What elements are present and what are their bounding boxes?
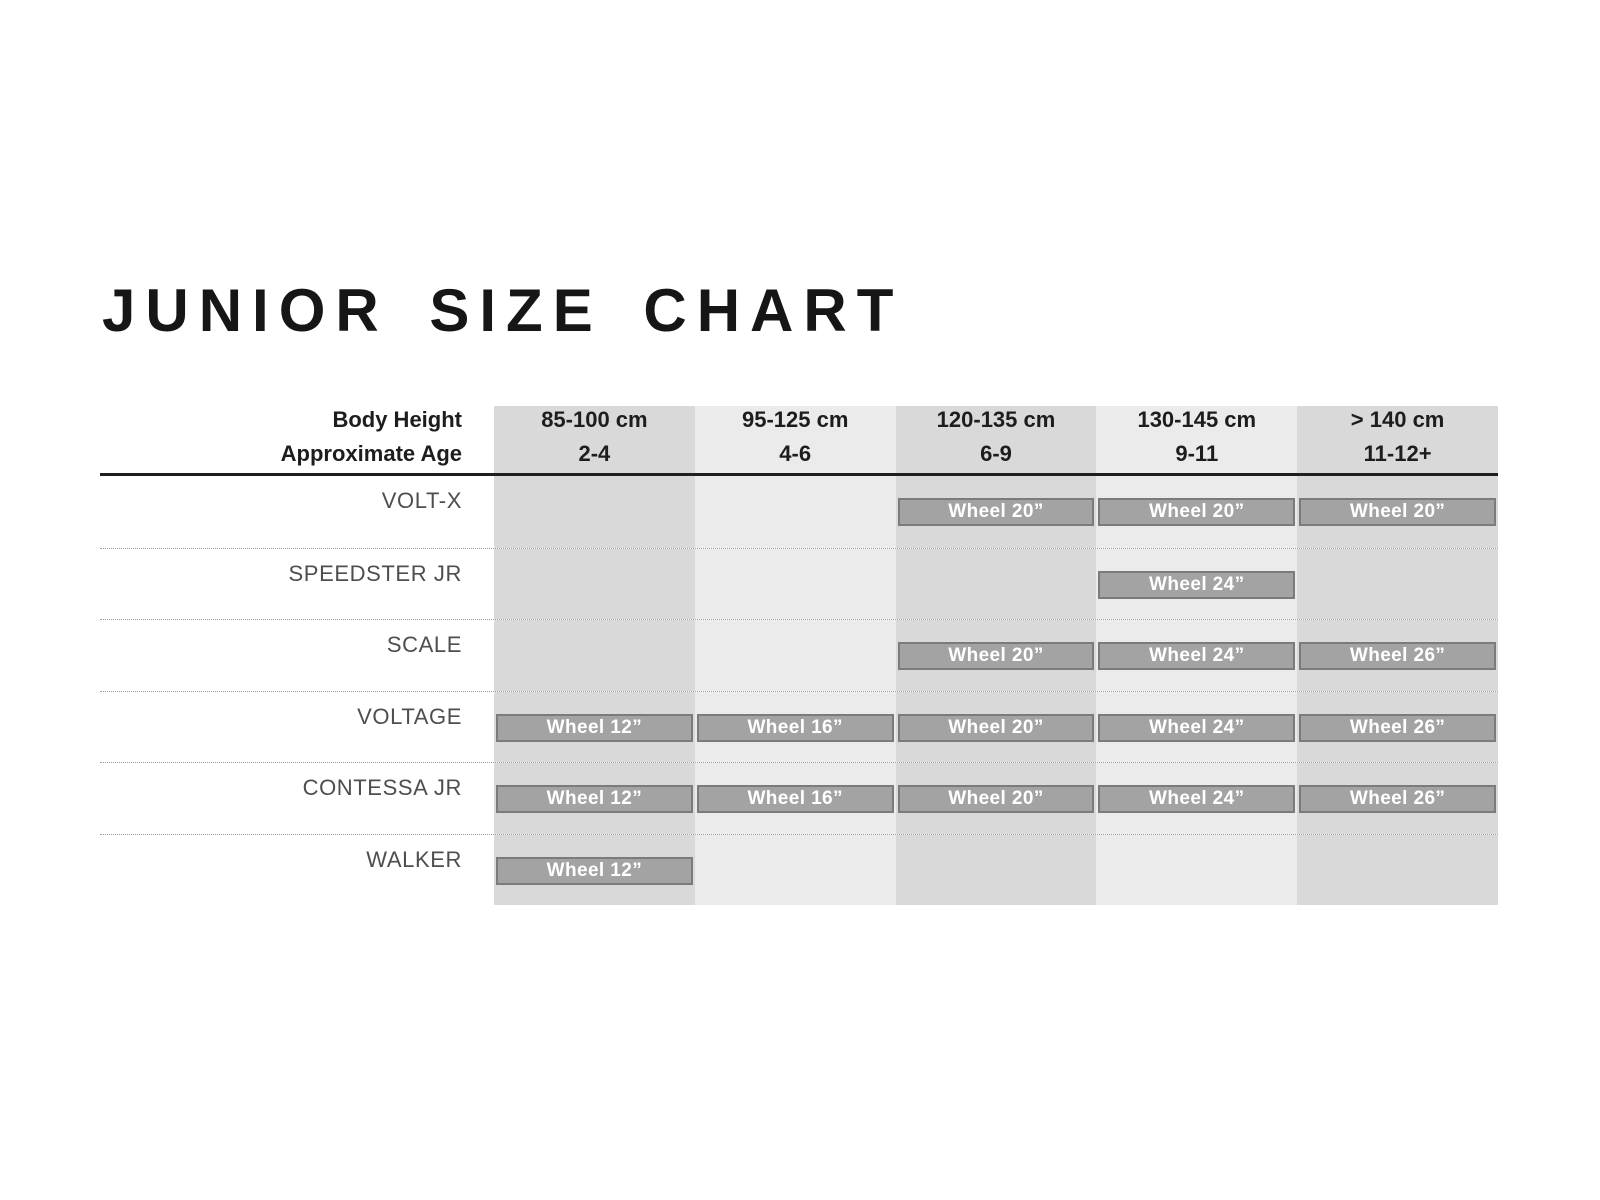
size-cell: Wheel 12” — [494, 763, 695, 834]
column-height-range: > 140 cm — [1350, 407, 1445, 432]
size-cell: Wheel 20” — [895, 620, 1097, 691]
model-label: SCALE — [100, 620, 494, 691]
approximate-age-label: Approximate Age — [280, 441, 462, 466]
column-age-range: 9-11 — [1175, 441, 1219, 466]
wheel-size-bar: Wheel 26” — [1299, 785, 1496, 813]
size-cell: Wheel 24” — [1096, 691, 1298, 762]
column-height-range: 95-125 cm — [741, 407, 849, 432]
size-cell: Wheel 16” — [694, 691, 896, 762]
size-cell: Wheel 20” — [895, 476, 1097, 548]
wheel-size-bar: Wheel 20” — [1299, 498, 1496, 526]
column-header-5: > 140 cm 11-12+ — [1297, 400, 1498, 473]
wheel-size-bar: Wheel 12” — [496, 713, 693, 742]
size-cell: Wheel 26” — [1297, 620, 1498, 691]
size-cell — [694, 834, 896, 905]
junior-size-table: Body Height Approximate Age 85-100 cm 2-4… — [100, 400, 1498, 905]
size-cell — [494, 548, 695, 619]
wheel-size-bar: Wheel 20” — [897, 785, 1095, 813]
wheel-size-bar: Wheel 24” — [1098, 713, 1296, 742]
size-cell: Wheel 12” — [494, 834, 695, 905]
wheel-size-bar: Wheel 12” — [496, 785, 693, 813]
model-row-walker: WALKER Wheel 12” — [100, 833, 1498, 905]
column-age-range: 2-4 — [578, 441, 611, 466]
header-left-labels: Body Height Approximate Age — [100, 400, 494, 473]
size-cell — [694, 620, 896, 691]
size-cell — [895, 548, 1097, 619]
size-cell: Wheel 24” — [1096, 620, 1298, 691]
body-height-label: Body Height — [332, 407, 462, 432]
column-height-range: 85-100 cm — [541, 407, 648, 432]
column-header-1: 85-100 cm 2-4 — [494, 400, 695, 473]
wheel-size-bar: Wheel 24” — [1098, 642, 1296, 670]
wheel-size-bar: Wheel 24” — [1098, 570, 1296, 599]
size-cell: Wheel 20” — [1096, 476, 1298, 548]
wheel-size-bar: Wheel 20” — [897, 642, 1095, 670]
model-row-volt-x: VOLT-X Wheel 20” Wheel 20” Wheel 20” — [100, 476, 1498, 548]
model-label: SPEEDSTER JR — [100, 548, 494, 619]
model-label: CONTESSA JR — [100, 763, 494, 834]
wheel-size-bar: Wheel 12” — [496, 856, 693, 885]
wheel-size-bar: Wheel 16” — [696, 785, 894, 813]
model-row-speedster-jr: SPEEDSTER JR Wheel 24” — [100, 547, 1498, 619]
model-row-scale: SCALE Wheel 20” Wheel 24” Wheel 26” — [100, 619, 1498, 691]
size-cell — [494, 476, 695, 548]
size-cell — [694, 548, 896, 619]
column-age-range: 11-12+ — [1363, 441, 1432, 466]
size-cell — [895, 834, 1097, 905]
size-cell: Wheel 24” — [1096, 763, 1298, 834]
size-cell: Wheel 20” — [895, 691, 1097, 762]
wheel-size-bar: Wheel 20” — [897, 498, 1095, 526]
column-header-2: 95-125 cm 4-6 — [694, 400, 896, 473]
size-cell — [1297, 548, 1498, 619]
size-cell: Wheel 16” — [694, 763, 896, 834]
size-cell — [1297, 834, 1498, 905]
size-cell — [694, 476, 896, 548]
model-label: VOLT-X — [100, 476, 494, 548]
size-cell — [494, 620, 695, 691]
size-cell: Wheel 12” — [494, 691, 695, 762]
wheel-size-bar: Wheel 24” — [1098, 785, 1296, 813]
column-header-3: 120-135 cm 6-9 — [895, 400, 1097, 473]
wheel-size-bar: Wheel 16” — [696, 713, 894, 742]
size-cell — [1096, 834, 1298, 905]
page-title: JUNIOR SIZE CHART — [102, 277, 904, 344]
wheel-size-bar: Wheel 20” — [1098, 498, 1296, 526]
size-cell: Wheel 26” — [1297, 691, 1498, 762]
model-label: VOLTAGE — [100, 691, 494, 762]
model-row-contessa-jr: CONTESSA JR Wheel 12” Wheel 16” Wheel 20” Wh… — [100, 762, 1498, 834]
column-header-4: 130-145 cm 9-11 — [1096, 400, 1298, 473]
model-label: WALKER — [100, 834, 494, 905]
wheel-size-bar: Wheel 26” — [1299, 642, 1496, 670]
size-cell: Wheel 20” — [895, 763, 1097, 834]
table-body: VOLT-X Wheel 20” Wheel 20” Wheel 20” SPEEDST… — [100, 476, 1498, 905]
column-height-range: 130-145 cm — [1137, 407, 1257, 432]
header-row: Body Height Approximate Age 85-100 cm 2-4… — [100, 400, 1498, 476]
size-cell: Wheel 24” — [1096, 548, 1298, 619]
size-cell: Wheel 20” — [1297, 476, 1498, 548]
model-row-voltage: VOLTAGE Wheel 12” Wheel 16” Wheel 20” Wheel … — [100, 690, 1498, 762]
wheel-size-bar: Wheel 26” — [1299, 713, 1496, 742]
column-height-range: 120-135 cm — [936, 407, 1056, 432]
column-age-range: 4-6 — [779, 441, 812, 466]
wheel-size-bar: Wheel 20” — [897, 713, 1095, 742]
size-cell: Wheel 26” — [1297, 763, 1498, 834]
column-age-range: 6-9 — [980, 441, 1012, 466]
